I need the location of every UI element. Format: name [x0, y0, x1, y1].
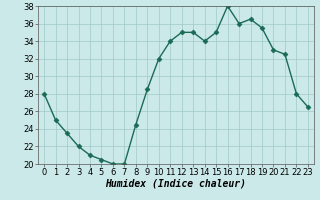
X-axis label: Humidex (Indice chaleur): Humidex (Indice chaleur) [106, 179, 246, 189]
